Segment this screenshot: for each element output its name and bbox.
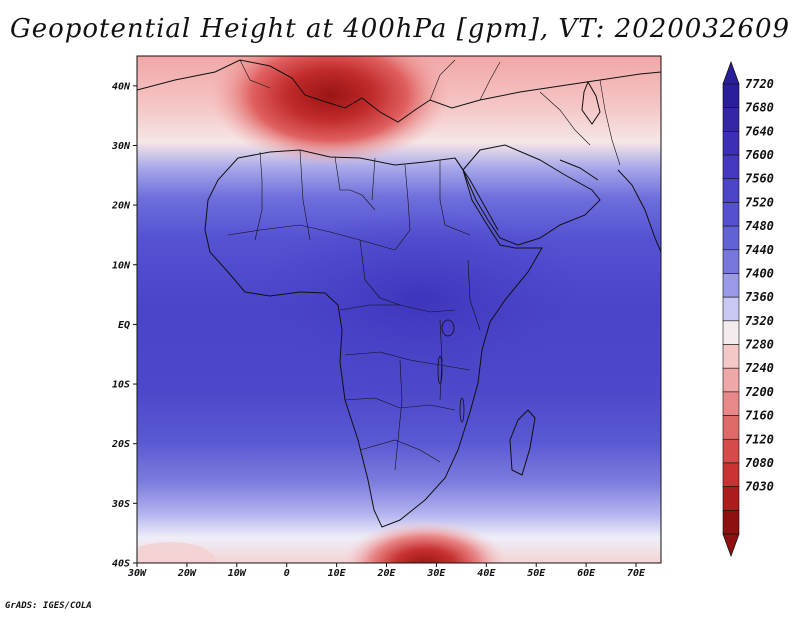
- colorbar-label: 7440: [745, 243, 774, 257]
- southern-low: [340, 520, 510, 563]
- colorbar-segment: [722, 320, 740, 345]
- lat-tick-label: 10N: [112, 260, 131, 271]
- colorbar-label: 7200: [745, 385, 774, 399]
- colorbar: 7720 7680 7640 7600 7560 7520 7480 7440 7400 7360…: [722, 60, 774, 558]
- africa-coastline: [204, 149, 543, 528]
- colorbar-label: 7600: [745, 148, 774, 162]
- colorbar-segment: [722, 83, 740, 108]
- lat-tick-label: 30N: [111, 141, 131, 152]
- lon-tick-label: 70E: [627, 568, 646, 579]
- colorbar-segment: [722, 107, 740, 132]
- lon-tick-label: 20E: [376, 568, 396, 579]
- coastlines: [137, 59, 661, 528]
- lon-tick-label: 30E: [426, 568, 446, 579]
- colorbar-segment: [722, 415, 740, 440]
- lon-tick-label: 50E: [527, 568, 546, 579]
- red-sea: [454, 157, 499, 231]
- mediterranean-low: [210, 56, 450, 165]
- colorbar-segment: [722, 344, 740, 369]
- country-borders: [227, 59, 621, 471]
- colorbar-label: 7400: [745, 267, 774, 281]
- colorbar-segment: [722, 178, 740, 203]
- lat-tick-label: 30S: [111, 499, 130, 510]
- colorbar-segment: [722, 367, 740, 393]
- map-frame: [136, 55, 662, 564]
- colorbar-bottom-arrow: [722, 533, 740, 558]
- lon-tick-label: 10E: [328, 568, 347, 579]
- caspian-sea: [581, 80, 601, 125]
- lat-tick-label: 20N: [111, 201, 131, 212]
- persian-gulf: [559, 159, 599, 181]
- colorbar-label: 7480: [745, 219, 774, 233]
- colorbar-segment: [722, 486, 740, 511]
- southwest-low: [137, 542, 215, 563]
- lon-tick-label: 0: [284, 568, 290, 579]
- colorbar-label: 7160: [745, 409, 774, 423]
- colorbar-segment: [722, 273, 740, 298]
- colorbar-segment: [722, 462, 740, 487]
- latitude-axis: 40N 30N 20N 10N EQ 10S 20S 30S 40S: [111, 81, 137, 570]
- colorbar-label: 7030: [745, 480, 774, 494]
- lon-tick-label: 30W: [127, 568, 147, 579]
- colorbar-segment: [722, 202, 740, 227]
- colorbar-label: 7680: [745, 101, 774, 115]
- longitude-axis: 30W 20W 10W 0 10E 20E 30E 40E 50E 60E 70E: [127, 563, 646, 579]
- lat-tick-label: 40N: [112, 81, 131, 92]
- grads-credit: GrADS: IGES/COLA: [5, 601, 92, 611]
- europe-coast: [137, 59, 661, 123]
- colorbar-label: 7280: [745, 338, 774, 352]
- arabian-peninsula: [462, 144, 601, 246]
- lat-tick-label: 20S: [111, 439, 130, 450]
- colorbar-segment: [722, 296, 740, 322]
- colorbar-segment: [722, 438, 740, 464]
- colorbar-segment: [722, 131, 740, 156]
- colorbar-segment: [722, 510, 740, 535]
- colorbar-label: 7120: [745, 432, 774, 446]
- colorbar-label: 7720: [745, 77, 774, 91]
- colorbar-label: 7080: [745, 456, 774, 470]
- map-area: [137, 56, 661, 563]
- lon-tick-label: 20W: [177, 568, 197, 579]
- lakes: [437, 319, 465, 423]
- colorbar-label: 7640: [745, 124, 774, 138]
- lat-tick-label: 40S: [112, 559, 130, 570]
- colorbar-label: 7520: [745, 195, 774, 209]
- colorbar-segment: [722, 249, 740, 274]
- colorbar-top-arrow: [722, 60, 740, 85]
- colorbar-label: 7320: [745, 314, 774, 328]
- colorbar-segment: [722, 225, 740, 251]
- lon-tick-label: 10W: [228, 568, 247, 579]
- lat-tick-label: EQ: [118, 320, 130, 331]
- chart-title: Geopotential Height at 400hPa [gpm], VT:…: [9, 14, 791, 44]
- india-coast: [617, 169, 661, 253]
- lon-tick-label: 60E: [577, 568, 596, 579]
- colorbar-label: 7240: [745, 361, 774, 375]
- colorbar-label: 7360: [745, 290, 774, 304]
- colorbar-segment: [722, 391, 740, 416]
- lat-tick-label: 10S: [112, 380, 130, 391]
- madagascar: [509, 409, 536, 476]
- colorbar-segment: [722, 154, 740, 180]
- colorbar-label: 7560: [745, 172, 774, 186]
- central-africa-high: [250, 210, 590, 390]
- lon-tick-label: 40E: [477, 568, 496, 579]
